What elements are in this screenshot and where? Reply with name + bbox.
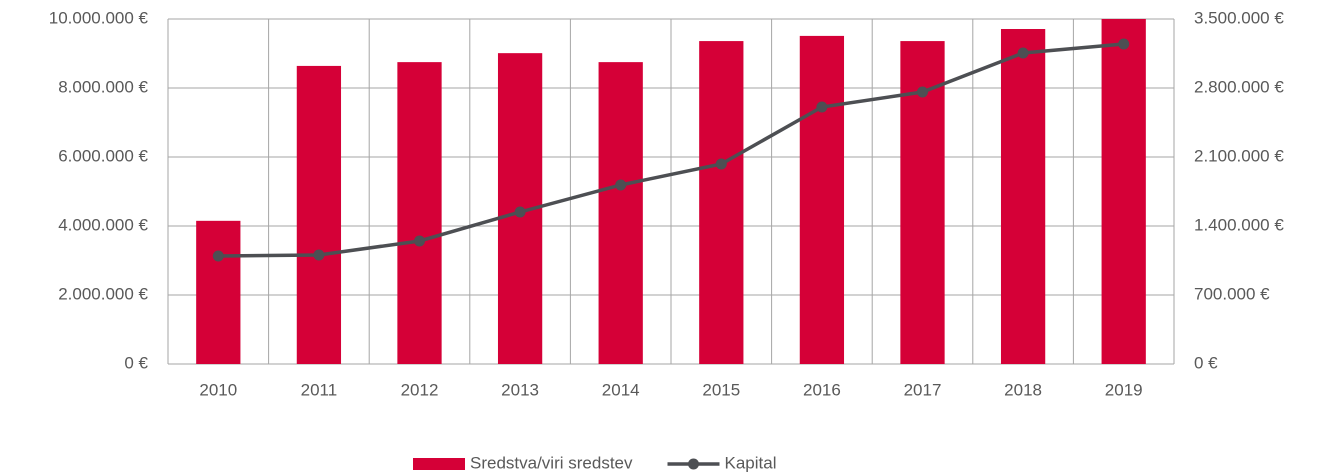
bar [196, 220, 241, 364]
marker [816, 101, 828, 113]
legend-label: Sredstva/viri sredstev [470, 453, 633, 472]
x-tick-label: 2016 [803, 380, 841, 399]
x-tick-label: 2011 [301, 380, 338, 399]
y2-tick-label: 0 € [1194, 353, 1218, 372]
x-tick-label: 2019 [1105, 380, 1143, 399]
marker [212, 250, 224, 262]
legend-label: Kapital [725, 453, 777, 472]
bar [1101, 19, 1146, 364]
legend-swatch [688, 458, 699, 470]
marker [615, 179, 627, 191]
x-tick-label: 2010 [199, 380, 237, 399]
y2-tick-label: 2.800.000 € [1194, 77, 1284, 96]
x-tick-label: 2017 [904, 380, 942, 399]
x-tick-label: 2012 [401, 380, 439, 399]
y2-tick-label: 700.000 € [1194, 284, 1270, 303]
y-tick-label: 4.000.000 € [58, 215, 148, 234]
marker [917, 86, 928, 98]
line [218, 42, 1124, 258]
x-tick-label: 2014 [602, 380, 640, 399]
y2-tick-label: 2.100.000 € [1194, 146, 1284, 165]
y-tick-label: 8.000.000 € [58, 77, 148, 96]
y-tick-label: 0 € [124, 353, 148, 372]
bar [1000, 29, 1046, 364]
y-tick-label: 10.000.000 € [49, 8, 149, 27]
marker [715, 158, 727, 170]
marker [1118, 38, 1130, 50]
y-tick-label: 2.000.000 € [58, 284, 148, 303]
bar [699, 41, 744, 365]
marker [1017, 47, 1029, 59]
x-tick-label: 2015 [702, 380, 740, 399]
bar [799, 35, 845, 364]
y-tick-label: 6.000.000 € [58, 146, 148, 165]
x-tick-label: 2018 [1004, 380, 1042, 399]
marker [414, 235, 425, 247]
bar [397, 62, 442, 364]
marker [514, 206, 526, 218]
x-tick-label: 2013 [501, 380, 539, 399]
marker [313, 249, 325, 261]
bar [598, 62, 643, 364]
y2-tick-label: 1.400.000 € [1194, 215, 1284, 234]
bar [296, 65, 342, 365]
legend-swatch [413, 458, 465, 470]
y2-tick-label: 3.500.000 € [1194, 8, 1284, 27]
